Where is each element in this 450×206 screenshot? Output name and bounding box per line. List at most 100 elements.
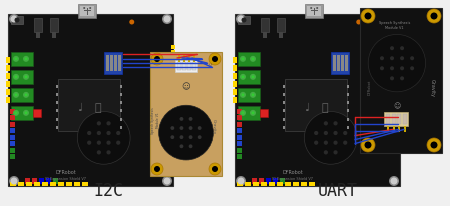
Circle shape (252, 111, 255, 114)
Bar (33, 109, 41, 117)
Circle shape (189, 126, 193, 130)
Bar (183, 54, 185, 62)
Bar (55, 84, 58, 88)
Circle shape (380, 66, 384, 70)
Bar (398, 56, 402, 60)
Circle shape (163, 178, 171, 185)
Bar (398, 67, 402, 71)
Bar (398, 116, 402, 121)
Bar (45, 178, 50, 184)
Bar (237, 122, 242, 127)
Bar (6, 89, 10, 95)
Bar (39, 178, 44, 184)
Circle shape (162, 176, 172, 186)
Text: 𝄞: 𝄞 (95, 103, 102, 113)
Circle shape (97, 131, 101, 135)
Circle shape (180, 117, 183, 121)
Bar (175, 60, 197, 72)
Bar (347, 93, 349, 96)
Circle shape (390, 46, 394, 50)
Bar (279, 178, 284, 184)
Bar (237, 109, 242, 114)
Bar (74, 182, 80, 186)
Bar (50, 18, 58, 32)
Bar (284, 79, 347, 131)
Text: ♩: ♩ (304, 103, 309, 113)
Circle shape (14, 57, 18, 60)
Circle shape (316, 7, 318, 9)
Bar (120, 109, 122, 112)
Circle shape (240, 56, 246, 62)
Bar (237, 135, 242, 140)
Bar (238, 106, 260, 120)
Circle shape (250, 110, 256, 116)
Circle shape (24, 111, 27, 114)
Circle shape (361, 9, 375, 23)
Circle shape (343, 131, 347, 135)
Circle shape (400, 56, 404, 60)
Bar (233, 89, 237, 95)
Circle shape (212, 166, 218, 172)
Circle shape (180, 135, 183, 139)
Circle shape (400, 76, 404, 80)
Bar (6, 57, 10, 63)
Text: Speech Synthesis
Module V1: Speech Synthesis Module V1 (379, 21, 410, 30)
Bar (263, 32, 267, 38)
Circle shape (171, 126, 174, 130)
Bar (233, 65, 237, 71)
Circle shape (159, 105, 213, 160)
Circle shape (198, 135, 202, 139)
Bar (337, 55, 340, 71)
Bar (301, 182, 307, 186)
Circle shape (240, 74, 246, 80)
Circle shape (390, 66, 394, 70)
Bar (171, 111, 175, 115)
Circle shape (198, 126, 202, 130)
Bar (398, 89, 402, 93)
Bar (398, 111, 402, 115)
Bar (171, 89, 175, 93)
Bar (171, 56, 175, 60)
Bar (11, 52, 33, 66)
Circle shape (24, 93, 27, 96)
Bar (53, 178, 58, 184)
Bar (24, 178, 30, 184)
Bar (238, 16, 250, 24)
Circle shape (151, 53, 163, 65)
Circle shape (324, 131, 328, 135)
Bar (171, 61, 175, 66)
Bar (10, 115, 15, 120)
Circle shape (389, 14, 399, 24)
Bar (266, 178, 270, 184)
Bar (384, 112, 408, 126)
Bar (106, 55, 109, 71)
Circle shape (238, 15, 244, 22)
Bar (404, 126, 405, 132)
Circle shape (238, 178, 244, 185)
Bar (398, 105, 402, 109)
Bar (283, 109, 284, 112)
Circle shape (9, 176, 19, 186)
Circle shape (13, 92, 19, 98)
Circle shape (129, 20, 134, 25)
Text: IO Expansion Shield V7: IO Expansion Shield V7 (45, 177, 86, 181)
Circle shape (410, 66, 414, 70)
Circle shape (236, 14, 246, 24)
Text: DFRobot: DFRobot (283, 170, 303, 175)
Bar (386, 114, 390, 124)
Bar (52, 32, 56, 38)
Circle shape (252, 93, 255, 96)
Circle shape (324, 140, 328, 145)
Bar (258, 178, 264, 184)
Bar (10, 141, 15, 146)
Bar (10, 122, 15, 127)
Bar (11, 16, 23, 24)
Bar (32, 178, 36, 184)
Circle shape (400, 66, 404, 70)
Circle shape (107, 121, 111, 125)
Bar (11, 88, 33, 102)
Circle shape (14, 93, 18, 96)
Circle shape (13, 74, 19, 80)
Bar (237, 148, 242, 153)
Bar (26, 182, 32, 186)
